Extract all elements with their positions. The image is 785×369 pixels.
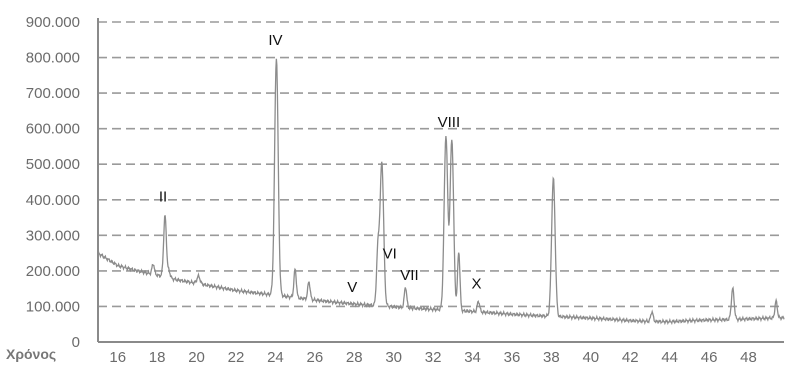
peak-label: VIII [438, 114, 461, 131]
chromatogram-trace [97, 58, 785, 326]
y-tick-label: 500.000 [26, 156, 80, 173]
x-tick-label: 38 [543, 349, 560, 366]
y-tick-label: 300.000 [26, 227, 80, 244]
x-tick-label: 34 [464, 349, 481, 366]
peak-label: V [347, 279, 357, 296]
y-tick-label: 400.000 [26, 192, 80, 209]
x-tick-label: 22 [228, 349, 245, 366]
x-tick-label: 24 [267, 349, 284, 366]
x-tick-label: 40 [582, 349, 599, 366]
x-tick-label: 28 [346, 349, 363, 366]
y-tick-label: 200.000 [26, 263, 80, 280]
x-tick-label: 32 [425, 349, 442, 366]
peak-label: II [159, 189, 167, 206]
grid-lines [98, 21, 784, 308]
x-tick-label: 36 [504, 349, 521, 366]
x-tick-label: 30 [385, 349, 402, 366]
peak-label: IV [268, 32, 282, 49]
peak-label: X [471, 276, 481, 293]
x-axis-label: Χρόνος [6, 346, 56, 362]
x-tick-label: 16 [109, 349, 126, 366]
x-tick-label: 26 [306, 349, 323, 366]
y-tick-label: 100.000 [26, 298, 80, 315]
y-tick-label: 700.000 [26, 85, 80, 102]
y-tick-labels: 0 100.000 200.000 300.000 400.000 500.000 600.… [26, 14, 80, 351]
x-tick-label: 18 [149, 349, 166, 366]
x-tick-label: 46 [701, 349, 718, 366]
trace-layer [97, 58, 785, 326]
peak-label: VII [400, 267, 418, 284]
y-tick-label: 900.000 [26, 14, 80, 31]
x-tick-label: 44 [661, 349, 678, 366]
y-tick-label: 800.000 [26, 50, 80, 67]
x-tick-labels: 16 18 20 22 24 26 28 30 32 34 36 38 40 42 44 46 48 [109, 349, 756, 366]
x-tick-label: 48 [740, 349, 757, 366]
x-tick-label: 20 [188, 349, 205, 366]
x-tick-label: 42 [622, 349, 639, 366]
peak-label: VI [383, 245, 397, 262]
y-tick-label: 600.000 [26, 121, 80, 138]
y-tick-label: 0 [72, 334, 80, 351]
axes [97, 18, 784, 343]
